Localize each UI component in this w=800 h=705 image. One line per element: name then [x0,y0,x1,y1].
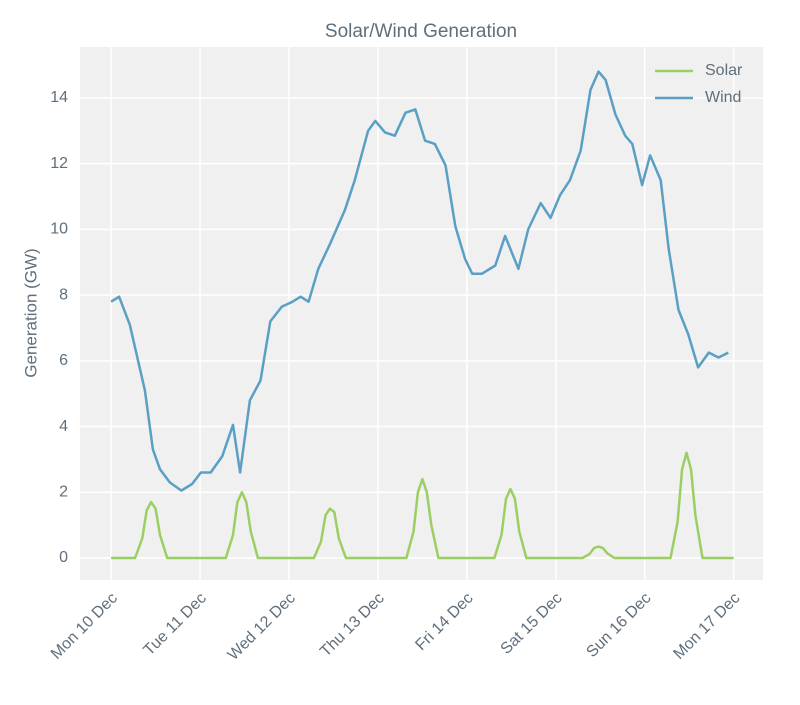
series-line [111,451,734,560]
x-tick-label: Mon 17 Dec [670,590,743,663]
legend-label: Wind [705,89,741,106]
y-tick-label: 4 [59,418,68,435]
y-tick-label: 8 [59,286,68,303]
x-tick-label: Sat 15 Dec [498,590,566,658]
x-tick-label: Thu 13 Dec [317,590,388,661]
legend-label: Solar [705,62,743,79]
chart-title: Solar/Wind Generation [325,21,517,42]
x-tick-label: Tue 11 Dec [141,590,210,659]
y-tick-label: 12 [50,155,68,172]
x-tick-label: Mon 10 Dec [48,590,121,663]
y-tick-label: 2 [59,483,68,500]
y-tick-label: 10 [50,221,68,238]
y-tick-label: 0 [59,549,68,566]
x-tick-label: Wed 12 Dec [225,590,299,664]
x-tick-label: Sun 16 Dec [583,590,654,661]
y-tick-label: 14 [50,89,68,106]
x-tick-label: Fri 14 Dec [412,590,476,654]
series-line [110,70,729,492]
y-axis-label: Generation (GW) [21,248,40,377]
y-tick-label: 6 [59,352,68,369]
plot-area [80,47,763,580]
